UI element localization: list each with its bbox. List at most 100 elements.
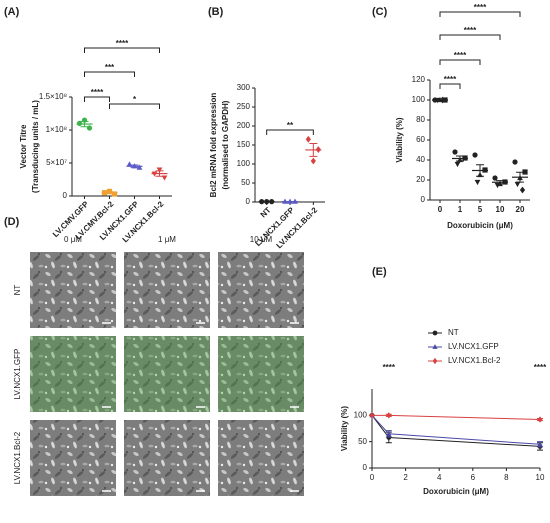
- y-tick-label: 0: [63, 191, 68, 200]
- data-point: [369, 412, 375, 419]
- error-bar: [496, 180, 504, 185]
- significance-bracket: [439, 83, 461, 89]
- error-bar: [105, 191, 114, 195]
- micrograph: [218, 252, 304, 328]
- y-tick-label: 150: [237, 140, 251, 149]
- micrograph: [124, 420, 210, 496]
- data-point: [514, 181, 521, 188]
- annotation: ****: [383, 363, 396, 372]
- micrograph: [30, 252, 116, 328]
- data-line: [371, 415, 541, 447]
- x-tick-label: 1: [458, 205, 463, 214]
- error-bar: [456, 155, 464, 162]
- panel-label: (C): [372, 6, 388, 18]
- y-tick-label: 50: [358, 437, 367, 446]
- error-bar: [476, 164, 484, 177]
- y-tick-label: 200: [237, 121, 251, 130]
- y-tick-label: 120: [412, 75, 426, 84]
- y-tick-label: 5×10⁷: [46, 158, 67, 167]
- x-tick-label: 0: [438, 205, 443, 214]
- x-tick-label: LV.NCX1.Bcl-2: [275, 205, 320, 250]
- y-axis-label: Viability (%): [340, 406, 349, 452]
- y-tick-label: 40: [416, 155, 425, 164]
- significance-bracket: [439, 34, 501, 40]
- micrograph: [124, 336, 210, 412]
- y-tick-label: 1×10⁸: [46, 125, 67, 134]
- micrograph: [218, 420, 304, 496]
- legend-label: LV.NCX1.GFP: [448, 342, 499, 351]
- data-line: [371, 414, 541, 445]
- x-tick-label: 5: [478, 205, 483, 214]
- y-axis-label: (Transducing units / mL): [31, 100, 40, 193]
- data-point: [156, 167, 163, 173]
- micrograph: [30, 336, 116, 412]
- y-tick-label: 50: [241, 178, 250, 187]
- data-point: [111, 191, 118, 197]
- significance-label: ***: [105, 63, 115, 72]
- significance-bracket: [84, 96, 110, 102]
- x-tick-label: 20: [516, 205, 525, 214]
- data-line: [372, 414, 541, 421]
- panel-label: (B): [208, 6, 224, 18]
- error-bar: [516, 171, 524, 183]
- x-tick-label: 8: [504, 473, 509, 482]
- significance-bracket: [266, 129, 314, 135]
- gfp-overlay: [218, 336, 304, 412]
- significance-label: ****: [474, 3, 487, 12]
- significance-label: ****: [116, 39, 129, 48]
- significance-bracket: [84, 71, 135, 77]
- y-tick-label: 0: [246, 197, 251, 206]
- y-tick-label: 250: [237, 102, 251, 111]
- y-axis-label: Bcl2 mRNA fold expression: [209, 93, 218, 198]
- y-tick-label: 0: [421, 195, 426, 204]
- data-point: [126, 161, 133, 167]
- y-axis-label: Vector Titre: [19, 124, 28, 168]
- y-tick-label: 100: [237, 159, 251, 168]
- data-point: [386, 435, 392, 440]
- micrograph: [218, 336, 304, 412]
- error-bar: [80, 120, 89, 128]
- legend-marker: [432, 357, 438, 365]
- panel-label: (D): [4, 216, 20, 228]
- x-tick-label: 6: [471, 473, 476, 482]
- legend-label: LV.NCX1.Bcl-2: [448, 356, 501, 365]
- data-point: [474, 179, 481, 186]
- error-bar: [130, 164, 139, 169]
- column-label: 1 μM: [158, 235, 176, 244]
- data-point: [305, 135, 311, 143]
- x-tick-label: 10: [536, 473, 545, 482]
- legend-marker: [432, 330, 438, 336]
- significance-bracket: [439, 11, 521, 17]
- legend-label: NT: [448, 328, 459, 337]
- x-axis-label: Doxorubicin (μM): [447, 221, 513, 230]
- y-tick-label: 20: [416, 175, 425, 184]
- data-point: [386, 412, 392, 419]
- significance-label: ****: [444, 75, 457, 84]
- data-point: [492, 175, 498, 181]
- significance-label: ****: [464, 26, 477, 35]
- y-tick-label: 100: [354, 410, 368, 419]
- column-label: 0 μM: [64, 235, 82, 244]
- data-point: [522, 169, 528, 175]
- row-label: LV.NCX1.GFP: [13, 349, 22, 400]
- data-point: [452, 149, 458, 155]
- column-label: 10 μM: [250, 235, 273, 244]
- significance-bracket: [109, 103, 160, 109]
- gfp-overlay: [30, 336, 116, 412]
- data-point: [386, 430, 392, 436]
- y-tick-label: 300: [237, 83, 251, 92]
- data-point: [472, 152, 478, 158]
- micrograph: [124, 252, 210, 328]
- data-point: [310, 157, 316, 165]
- data-point: [537, 441, 543, 447]
- error-bar: [309, 142, 318, 157]
- x-tick-label: NT: [259, 205, 273, 219]
- micrograph: [30, 420, 116, 496]
- significance-label: ****: [91, 88, 104, 97]
- data-point: [136, 164, 143, 170]
- data-point: [519, 186, 526, 194]
- error-bar: [155, 170, 164, 177]
- row-label: LV.NCX1.Bcl-2: [13, 431, 22, 484]
- row-label: NT: [13, 285, 22, 296]
